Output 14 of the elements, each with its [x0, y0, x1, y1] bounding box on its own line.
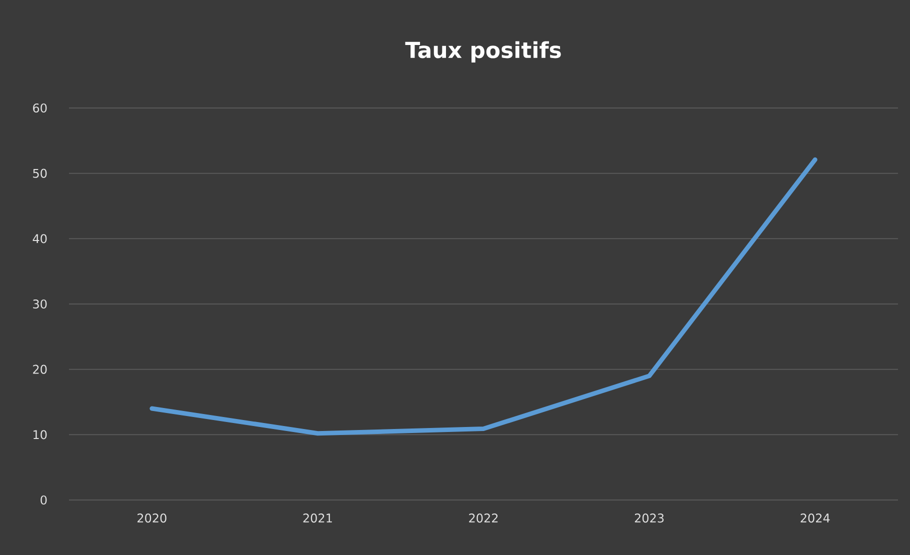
- y-tick-label: 30: [33, 299, 47, 309]
- y-tick-label: 0: [40, 495, 47, 505]
- y-tick-label: 20: [33, 364, 47, 374]
- chart-title: Taux positifs: [405, 41, 561, 63]
- y-tick-label: 40: [32, 234, 47, 244]
- x-tick-label: 2022: [469, 514, 498, 523]
- x-tick-label: 2020: [138, 514, 166, 523]
- x-tick-label: 2021: [303, 514, 332, 523]
- y-tick-label: 10: [34, 430, 47, 440]
- y-tick-label: 60: [33, 103, 47, 113]
- y-tick-label: 50: [33, 168, 47, 178]
- x-tick-label: 2023: [634, 514, 664, 523]
- line-series: [150, 157, 818, 436]
- x-tick-label: 2024: [800, 514, 830, 523]
